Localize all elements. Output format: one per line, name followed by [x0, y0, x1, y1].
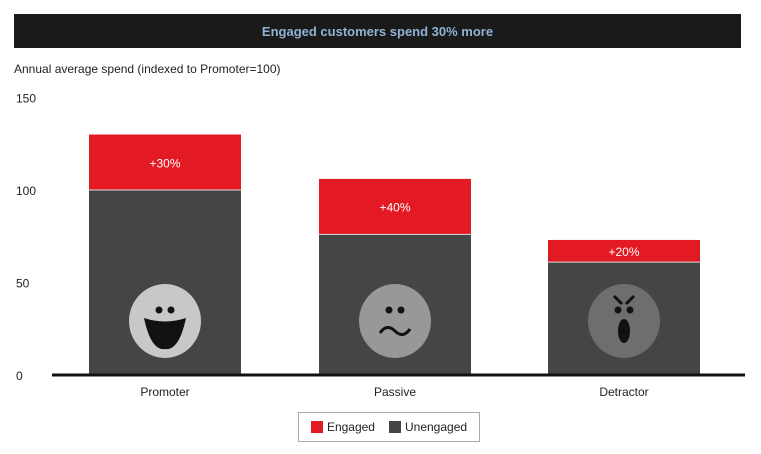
face-eye: [385, 306, 393, 314]
face-eye: [397, 306, 405, 314]
neutral-face-icon: [359, 284, 431, 358]
legend-label: Engaged: [326, 420, 375, 434]
y-tick-label: 150: [16, 92, 36, 106]
legend: Engaged Unengaged: [298, 412, 480, 442]
bar-engaged: [548, 239, 700, 263]
x-tick-label: Passive: [374, 385, 416, 399]
face-eye: [614, 306, 622, 314]
y-tick-label: 50: [16, 277, 30, 291]
legend-swatch-engaged: [310, 421, 323, 433]
y-tick-label: 100: [16, 184, 36, 198]
bar-engaged: [319, 178, 471, 235]
y-tick-label: 0: [16, 369, 23, 383]
legend-swatch-unengaged: [388, 421, 401, 433]
x-tick-label: Promoter: [140, 385, 189, 399]
legend-item-engaged: Engaged: [310, 420, 375, 434]
face-eye: [155, 306, 163, 314]
data-label: +20%: [608, 245, 639, 259]
happy-face-icon: [129, 284, 201, 358]
legend-label: Unengaged: [404, 420, 468, 434]
x-tick-label: Detractor: [599, 385, 648, 399]
data-label: +30%: [149, 156, 180, 170]
face-mouth: [378, 326, 412, 336]
face-mouth: [618, 319, 630, 343]
face-eye: [167, 306, 175, 314]
face-mouth: [144, 318, 186, 350]
data-label: +40%: [379, 201, 410, 215]
bar-engaged: [89, 134, 241, 190]
y-axis-label: Annual average spend (indexed to Promote…: [14, 62, 281, 76]
face-eye: [626, 306, 634, 314]
legend-item-unengaged: Unengaged: [388, 420, 468, 434]
chart-title: Engaged customers spend 30% more: [14, 14, 741, 48]
face-eyebrows: [612, 294, 636, 306]
